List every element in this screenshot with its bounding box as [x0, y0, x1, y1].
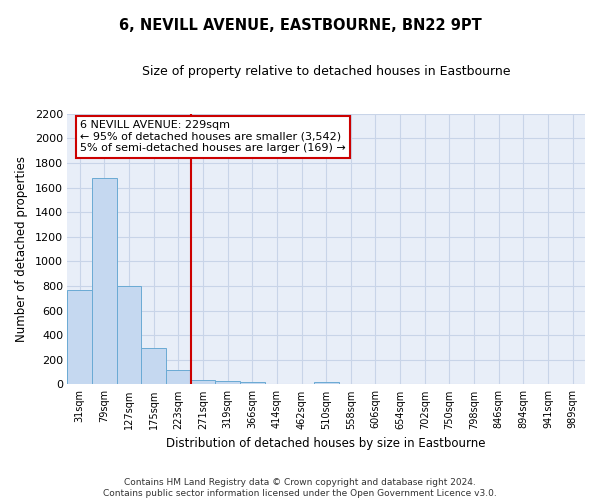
Text: 6 NEVILL AVENUE: 229sqm
← 95% of detached houses are smaller (3,542)
5% of semi-: 6 NEVILL AVENUE: 229sqm ← 95% of detache… — [80, 120, 346, 153]
Bar — [67, 290, 92, 384]
Bar — [314, 382, 338, 384]
Y-axis label: Number of detached properties: Number of detached properties — [15, 156, 28, 342]
Bar — [142, 348, 166, 385]
Bar — [116, 286, 142, 384]
X-axis label: Distribution of detached houses by size in Eastbourne: Distribution of detached houses by size … — [166, 437, 486, 450]
Bar — [240, 382, 265, 384]
Bar — [92, 178, 116, 384]
Text: 6, NEVILL AVENUE, EASTBOURNE, BN22 9PT: 6, NEVILL AVENUE, EASTBOURNE, BN22 9PT — [119, 18, 481, 32]
Bar — [215, 382, 240, 384]
Text: Contains HM Land Registry data © Crown copyright and database right 2024.
Contai: Contains HM Land Registry data © Crown c… — [103, 478, 497, 498]
Title: Size of property relative to detached houses in Eastbourne: Size of property relative to detached ho… — [142, 65, 511, 78]
Bar — [166, 370, 191, 384]
Bar — [191, 380, 215, 384]
